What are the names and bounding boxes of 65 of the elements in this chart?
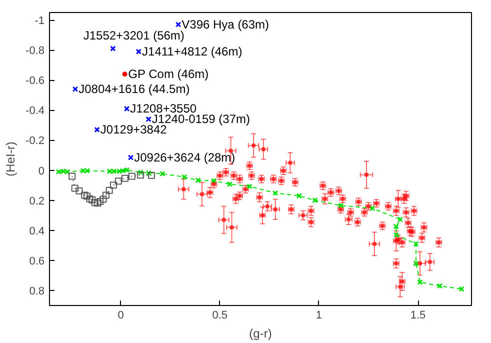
point: [76, 187, 83, 194]
point: [195, 177, 201, 184]
point: [96, 198, 104, 206]
y-tick-label: -1: [34, 15, 44, 28]
point: [246, 183, 252, 190]
point: [120, 168, 126, 174]
y-tick-label: 0: [38, 165, 45, 178]
point: [114, 178, 122, 185]
point: [94, 126, 100, 133]
annotation: V396 Hya (63m): [182, 18, 270, 32]
annotation: J1411+4812 (46m): [142, 44, 242, 59]
point: [106, 186, 113, 194]
annotation: J0804+1616 (44.5m): [78, 82, 190, 96]
point: [100, 196, 107, 203]
point: [83, 192, 90, 200]
x-tick-label: 0: [118, 310, 124, 322]
annotation: J1552+3201 (56m): [83, 28, 184, 43]
point: [72, 86, 78, 92]
point: [146, 170, 152, 176]
point: [94, 200, 102, 207]
point: [296, 192, 302, 199]
x-tick-label: 1: [316, 310, 322, 322]
point: [81, 192, 88, 199]
point: [128, 154, 134, 160]
point: [124, 106, 130, 112]
x-tick-label: 0.5: [212, 310, 228, 322]
point: [458, 286, 464, 292]
point: [413, 241, 419, 247]
point: [128, 172, 136, 180]
point: [71, 184, 78, 192]
point: [64, 168, 70, 175]
point: [138, 170, 144, 176]
point: [146, 116, 152, 122]
point: [68, 172, 76, 180]
y-tick-label: -0.4: [26, 105, 45, 118]
point: [312, 197, 318, 204]
point: [121, 174, 128, 182]
y-tick-label: -0.6: [26, 75, 45, 88]
point: [148, 172, 156, 179]
y-tick-label: -0.8: [26, 45, 45, 58]
y-tick-label: 0.6: [29, 255, 45, 268]
point: [175, 22, 182, 28]
point: [136, 48, 142, 54]
x-tick-label: 1.5: [410, 310, 426, 322]
point: [417, 279, 423, 286]
point: [110, 46, 116, 52]
point: [436, 283, 443, 289]
annotation: GP Com (46m): [128, 67, 209, 82]
y-tick-label: 0.4: [29, 225, 45, 238]
point: [110, 182, 117, 189]
point: [397, 216, 404, 222]
y-axis-title: (HeI-r): [4, 142, 18, 176]
point: [226, 181, 233, 187]
x-axis-title: (g-r): [249, 326, 272, 340]
point: [122, 72, 128, 77]
point: [86, 195, 94, 202]
point: [88, 196, 96, 204]
y-tick-label: 0.8: [29, 285, 45, 298]
point: [136, 172, 144, 179]
point: [272, 190, 278, 196]
y-tick-label: -0.2: [26, 135, 45, 148]
point: [102, 192, 110, 199]
y-tick-label: 0.2: [29, 195, 45, 208]
point: [160, 170, 166, 177]
point: [91, 199, 98, 206]
